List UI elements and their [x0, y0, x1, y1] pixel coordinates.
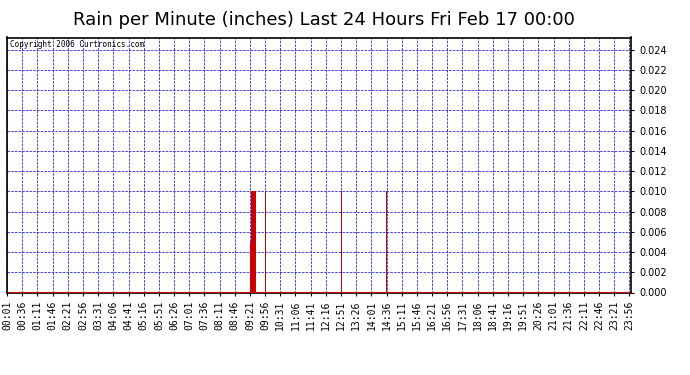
Text: Copyright 2006 Curtronics.com: Copyright 2006 Curtronics.com [10, 40, 144, 49]
Text: Rain per Minute (inches) Last 24 Hours Fri Feb 17 00:00: Rain per Minute (inches) Last 24 Hours F… [73, 11, 575, 29]
